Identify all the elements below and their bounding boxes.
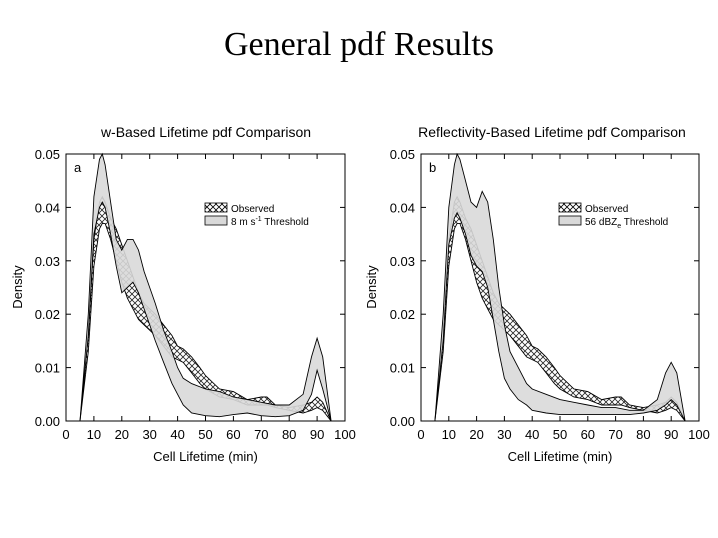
x-tick-label: 0 — [62, 427, 69, 442]
x-tick-label: 100 — [688, 427, 710, 442]
y-axis-label: Density — [364, 265, 379, 309]
y-tick-label: 0.00 — [390, 414, 415, 429]
panel-label: a — [74, 160, 82, 175]
x-tick-label: 90 — [664, 427, 678, 442]
x-tick-label: 100 — [334, 427, 356, 442]
y-tick-label: 0.05 — [35, 147, 60, 162]
chart-title: Reflectivity-Based Lifetime pdf Comparis… — [418, 124, 686, 140]
legend-swatch-threshold — [204, 215, 228, 226]
x-tick-label: 10 — [87, 427, 101, 442]
x-tick-label: 40 — [170, 427, 184, 442]
x-tick-label: 20 — [469, 427, 483, 442]
x-tick-label: 60 — [581, 427, 595, 442]
legend-swatch-observed — [204, 202, 228, 213]
legend-label-observed: Observed — [231, 204, 274, 215]
legend-swatch-observed — [558, 202, 582, 213]
series-band-observed — [79, 195, 332, 422]
chart-panel-b: Reflectivity-Based Lifetime pdf Comparis… — [364, 124, 710, 464]
x-tick-label: 90 — [310, 427, 324, 442]
x-tick-label: 80 — [282, 427, 296, 442]
x-tick-label: 80 — [636, 427, 650, 442]
x-axis-label: Cell Lifetime (min) — [508, 449, 613, 464]
x-axis-label: Cell Lifetime (min) — [153, 449, 258, 464]
y-tick-label: 0.02 — [390, 307, 415, 322]
y-axis-label: Density — [10, 265, 25, 309]
y-tick-label: 0.05 — [390, 147, 415, 162]
y-tick-label: 0.03 — [35, 254, 60, 269]
y-tick-label: 0.00 — [35, 414, 60, 429]
x-tick-label: 40 — [525, 427, 539, 442]
chart-title: w-Based Lifetime pdf Comparison — [100, 124, 311, 140]
y-tick-label: 0.04 — [390, 200, 415, 215]
page-title: General pdf Results — [223, 26, 495, 63]
legend-label-threshold: 56 dBZe Threshold — [585, 217, 668, 230]
x-tick-label: 50 — [198, 427, 212, 442]
x-tick-label: 70 — [608, 427, 622, 442]
x-tick-label: 0 — [417, 427, 424, 442]
y-tick-label: 0.01 — [35, 361, 60, 376]
legend-label-observed: Observed — [585, 204, 628, 215]
legend-swatch-threshold — [558, 215, 582, 226]
x-tick-label: 20 — [115, 427, 129, 442]
y-tick-label: 0.02 — [35, 307, 60, 322]
y-tick-label: 0.01 — [390, 361, 415, 376]
x-tick-label: 50 — [553, 427, 567, 442]
y-tick-label: 0.04 — [35, 200, 60, 215]
panel-label: b — [429, 160, 436, 175]
x-tick-label: 30 — [497, 427, 511, 442]
x-tick-label: 10 — [442, 427, 456, 442]
legend-label-threshold: 8 m s-1 Threshold — [231, 216, 309, 228]
x-tick-label: 30 — [142, 427, 156, 442]
x-tick-label: 60 — [226, 427, 240, 442]
chart-panel-a: w-Based Lifetime pdf Comparison 0 10 20 30 40… — [10, 124, 356, 464]
y-tick-label: 0.03 — [390, 254, 415, 269]
x-tick-label: 70 — [254, 427, 268, 442]
